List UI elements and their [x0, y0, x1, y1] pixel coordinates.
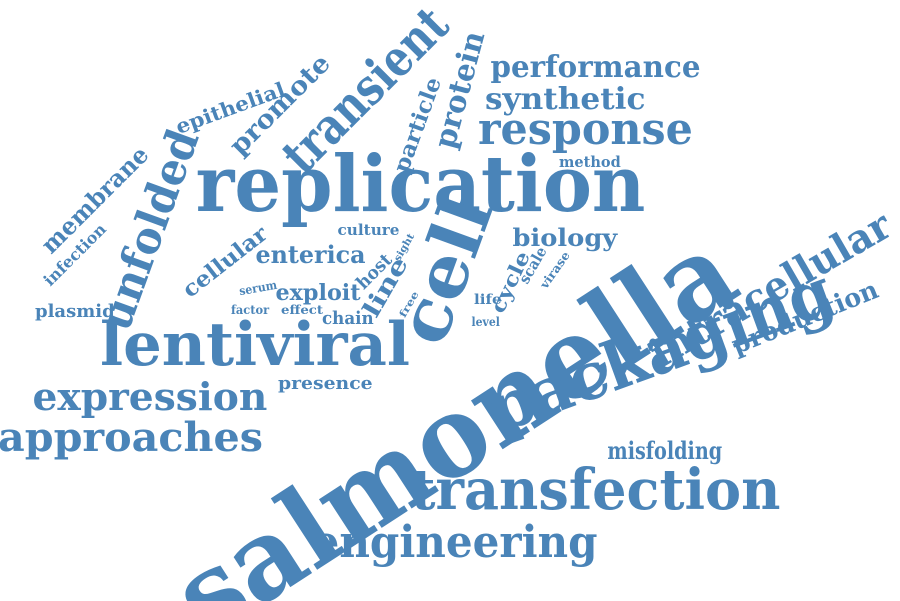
- word-lentiviral: lentiviral: [100, 310, 411, 380]
- word-level: level: [471, 315, 500, 329]
- word-replication: replication: [195, 139, 645, 230]
- word-exploit: exploit: [275, 280, 361, 306]
- word-synthetic: synthetic: [484, 82, 646, 117]
- word-culture: culture: [337, 220, 400, 239]
- word-expression: expression: [32, 374, 268, 419]
- word-method: method: [558, 152, 621, 171]
- word-biology: biology: [512, 223, 618, 252]
- word-enterica: enterica: [254, 240, 366, 269]
- word-factor: factor: [231, 303, 270, 317]
- word-engineering: engineering: [312, 517, 598, 568]
- word-chain: chain: [321, 308, 374, 329]
- word-presence: presence: [277, 373, 373, 394]
- word-performance: performance: [489, 50, 700, 85]
- word-life: life: [474, 292, 502, 308]
- word-response: response: [477, 104, 693, 155]
- word-approaches: approaches: [0, 414, 263, 461]
- word-effect: effect: [281, 303, 323, 317]
- word-misfolding: misfolding: [607, 436, 723, 465]
- word-plasmid: plasmid: [35, 301, 115, 322]
- word-transfection: transfection: [410, 457, 780, 523]
- word-serum: serum: [238, 277, 279, 299]
